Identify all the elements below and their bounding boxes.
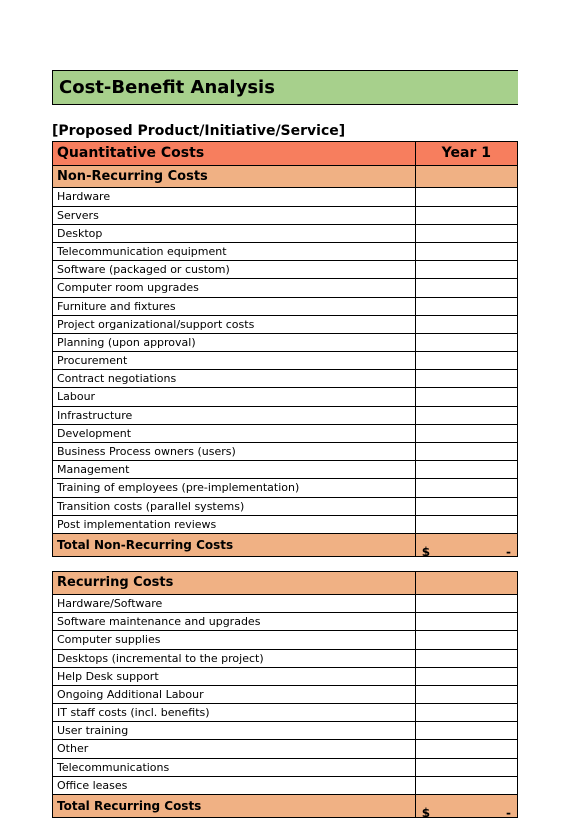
currency-symbol: $	[422, 545, 430, 557]
table-row-label: Contract negotiations	[53, 370, 416, 388]
table-row-value	[415, 352, 517, 370]
table-row-label: Office leases	[53, 776, 416, 794]
table-row-label: User training	[53, 722, 416, 740]
table-row-label: Telecommunication equipment	[53, 242, 416, 260]
cost-table-nonrecurring: Quantitative Costs Year 1 Non-Recurring …	[52, 141, 518, 557]
table-row-value	[415, 631, 517, 649]
table-row-label: Desktop	[53, 224, 416, 242]
header-quant-costs: Quantitative Costs	[53, 142, 416, 166]
table-row-label: Computer supplies	[53, 631, 416, 649]
table-row-label: Hardware	[53, 188, 416, 206]
cost-table-recurring: Recurring Costs Hardware/SoftwareSoftwar…	[52, 571, 518, 818]
table-row-value	[415, 758, 517, 776]
total-recurring-value: $ -	[415, 795, 517, 818]
table-row-label: Post implementation reviews	[53, 515, 416, 533]
table-row-value	[415, 188, 517, 206]
table-row-value	[415, 333, 517, 351]
table-row-value	[415, 443, 517, 461]
table-row-label: Ongoing Additional Labour	[53, 685, 416, 703]
table-row-value	[415, 424, 517, 442]
table-row-label: Help Desk support	[53, 667, 416, 685]
table-row-label: Software (packaged or custom)	[53, 261, 416, 279]
table-row-label: Project organizational/support costs	[53, 315, 416, 333]
total-dash: -	[506, 545, 511, 557]
table-row-value	[415, 594, 517, 612]
table-row-value	[415, 722, 517, 740]
table-row-value	[415, 315, 517, 333]
table-row-value	[415, 279, 517, 297]
table-row-label: Computer room upgrades	[53, 279, 416, 297]
table-row-value	[415, 242, 517, 260]
table-row-label: Labour	[53, 388, 416, 406]
total-recurring-label: Total Recurring Costs	[53, 795, 416, 818]
total-nonrecurring-label: Total Non-Recurring Costs	[53, 533, 416, 556]
table-row-value	[415, 370, 517, 388]
table-row-label: Procurement	[53, 352, 416, 370]
table-row-value	[415, 206, 517, 224]
table-row-value	[415, 776, 517, 794]
table-row-value	[415, 406, 517, 424]
table-row-label: Transition costs (parallel systems)	[53, 497, 416, 515]
table-row-label: Servers	[53, 206, 416, 224]
table-row-label: Other	[53, 740, 416, 758]
table-row-value	[415, 515, 517, 533]
table-row-value	[415, 297, 517, 315]
section-spacer	[52, 557, 518, 571]
table-row-label: IT staff costs (incl. benefits)	[53, 704, 416, 722]
section-recurring-title: Recurring Costs	[53, 572, 416, 595]
total-dash: -	[506, 806, 511, 818]
header-year1: Year 1	[415, 142, 517, 166]
table-row-label: Business Process owners (users)	[53, 443, 416, 461]
table-row-label: Training of employees (pre-implementatio…	[53, 479, 416, 497]
table-row-value	[415, 704, 517, 722]
table-row-label: Development	[53, 424, 416, 442]
section-recurring-year	[415, 572, 517, 595]
table-row-value	[415, 388, 517, 406]
total-nonrecurring-value: $ -	[415, 533, 517, 556]
section-nonrecurring-year	[415, 165, 517, 188]
table-row-value	[415, 667, 517, 685]
table-row-value	[415, 224, 517, 242]
page-title: Cost-Benefit Analysis	[52, 70, 518, 105]
page-subtitle: [Proposed Product/Initiative/Service]	[52, 123, 518, 141]
table-row-value	[415, 479, 517, 497]
table-row-label: Management	[53, 461, 416, 479]
table-row-label: Infrastructure	[53, 406, 416, 424]
table-row-label: Telecommunications	[53, 758, 416, 776]
table-row-value	[415, 497, 517, 515]
table-row-label: Planning (upon approval)	[53, 333, 416, 351]
table-row-value	[415, 613, 517, 631]
table-row-value	[415, 649, 517, 667]
table-row-value	[415, 261, 517, 279]
table-row-label: Software maintenance and upgrades	[53, 613, 416, 631]
table-row-value	[415, 461, 517, 479]
currency-symbol: $	[422, 806, 430, 818]
table-row-value	[415, 685, 517, 703]
table-row-label: Furniture and fixtures	[53, 297, 416, 315]
section-nonrecurring-title: Non-Recurring Costs	[53, 165, 416, 188]
table-row-label: Hardware/Software	[53, 594, 416, 612]
table-row-value	[415, 740, 517, 758]
table-row-label: Desktops (incremental to the project)	[53, 649, 416, 667]
